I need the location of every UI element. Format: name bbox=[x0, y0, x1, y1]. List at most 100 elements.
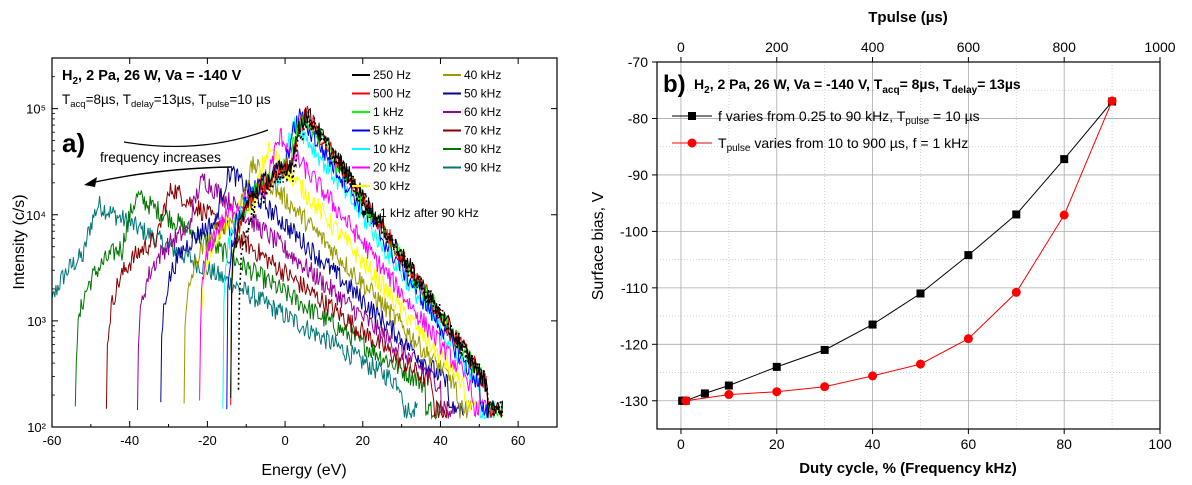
b-y-tick-label: -100 bbox=[620, 223, 648, 239]
b-x-tick-label: 20 bbox=[769, 436, 785, 452]
b-point-square bbox=[964, 251, 973, 260]
a-legend-dot bbox=[361, 210, 367, 216]
b-y-tick-label: -120 bbox=[620, 336, 648, 352]
a-annotation: frequency increases bbox=[100, 150, 221, 165]
b-y-tick-label: -110 bbox=[621, 280, 648, 296]
b-x-tick-label: 60 bbox=[961, 436, 977, 452]
b-y-tick-label: -130 bbox=[620, 393, 648, 409]
b-x2-tick-label: 1000 bbox=[1144, 39, 1175, 55]
b-point-circle bbox=[963, 334, 973, 344]
b-point-square bbox=[724, 381, 733, 390]
a-x-tick-label: 60 bbox=[511, 433, 525, 448]
b-x2-tick-label: 600 bbox=[957, 39, 981, 55]
chart-panel-b: 0 20 40 60 80 1000 200 400 600 800 1000-70-80-90-1… bbox=[590, 9, 1176, 477]
a-series-curve bbox=[183, 156, 472, 419]
b-point-circle bbox=[1107, 96, 1117, 106]
b-legend-red: Tpulse varies from 10 to 900 µs, f = 1 k… bbox=[718, 135, 968, 154]
a-series-curve bbox=[52, 195, 418, 419]
a-legend-entry: 1 kHz bbox=[373, 105, 404, 119]
a-plot-frame bbox=[51, 57, 558, 428]
b-point-square bbox=[1060, 155, 1069, 164]
a-panel-label: a) bbox=[62, 128, 85, 158]
b-y-axis-label: Surface bias, V bbox=[590, 191, 607, 300]
a-legend-entry: 250 Hz bbox=[373, 68, 411, 82]
a-y-tick-label: 10³ bbox=[27, 314, 46, 329]
a-series-curve bbox=[105, 182, 449, 419]
b-point-circle bbox=[1059, 210, 1069, 220]
a-annotation-arrows bbox=[84, 129, 269, 187]
a-title-line1: H2, 2 Pa, 26 W, Va = -140 V bbox=[62, 68, 242, 87]
b-x2-tick-label: 200 bbox=[765, 39, 789, 55]
a-legend-entry: 60 kHz bbox=[464, 105, 501, 119]
a-series-curve bbox=[230, 107, 504, 419]
b-x-axis-label: Duty cycle, % (Frequency kHz) bbox=[799, 460, 1017, 477]
a-series-curve bbox=[237, 109, 504, 418]
b-point-circle bbox=[868, 371, 878, 381]
a-legend-entry: 5 kHz bbox=[373, 124, 404, 138]
a-x-tick-label: 0 bbox=[281, 433, 288, 448]
b-x-tick-label: 80 bbox=[1056, 436, 1072, 452]
a-legend-entry: 70 kHz bbox=[464, 124, 501, 138]
b-x2-tick-label: 400 bbox=[861, 39, 885, 55]
a-legend-entry: 80 kHz bbox=[464, 142, 501, 156]
b-series-line bbox=[685, 100, 1113, 402]
b-x-tick-label: 0 bbox=[677, 436, 685, 452]
chart-panel-a: -60 -40 -20 0 20 40 60 10² 10³ 10⁴ 10⁵ H2, 2 Pa, 2… bbox=[11, 57, 558, 479]
a-y-tick-label: 10⁵ bbox=[26, 102, 46, 117]
b-x-tick-label: 40 bbox=[865, 436, 881, 452]
b-plot-frame bbox=[656, 61, 1161, 430]
b-x2-tick-label: 800 bbox=[1053, 39, 1077, 55]
a-y-axis-label: Intensity (c/s) bbox=[11, 194, 28, 289]
b-legend: f varies from 0.25 to 90 kHz, Tpulse = 1… bbox=[672, 108, 980, 154]
b-point-square bbox=[700, 389, 709, 398]
b-y-tick-label: -70 bbox=[628, 54, 648, 70]
a-legend-entry: 20 kHz bbox=[373, 161, 410, 175]
b-legend-black: f varies from 0.25 to 90 kHz, Tpulse = 1… bbox=[718, 108, 980, 127]
b-point-circle bbox=[724, 390, 734, 400]
a-legend-entry: 40 kHz bbox=[464, 68, 501, 82]
b-point-square bbox=[1012, 210, 1021, 219]
a-y-tick-label: 10² bbox=[27, 420, 46, 435]
b-point-circle bbox=[681, 396, 691, 406]
a-x-tick-label: -40 bbox=[120, 433, 139, 448]
b-point-circle bbox=[772, 387, 782, 397]
a-legend-entry: 10 kHz bbox=[373, 142, 410, 156]
a-title-line2: Tacq=8µs, Tdelay=13µs, Tpulse=10 µs bbox=[62, 92, 271, 110]
a-curves-group bbox=[52, 105, 504, 420]
b-point-square bbox=[868, 320, 877, 329]
b-point-circle bbox=[915, 359, 925, 369]
a-series-curve bbox=[222, 117, 496, 420]
a-axes: -60 -40 -20 0 20 40 60 10² 10³ 10⁴ 10⁵ bbox=[26, 57, 557, 448]
b-y-tick-label: -90 bbox=[628, 167, 648, 183]
a-x-tick-label: 40 bbox=[433, 433, 447, 448]
a-legend-entry: 30 kHz bbox=[373, 179, 410, 193]
b-panel-label: b) bbox=[663, 71, 686, 98]
b-point-square bbox=[916, 289, 925, 298]
b-point-square bbox=[772, 362, 781, 371]
b-x-tick-label: 100 bbox=[1148, 436, 1172, 452]
a-legend-entry: 500 Hz bbox=[373, 87, 411, 101]
b-point-square bbox=[820, 345, 829, 354]
b-x2-tick-label: 0 bbox=[677, 39, 685, 55]
a-spectrum-curves bbox=[52, 105, 504, 420]
b-point-circle bbox=[820, 382, 830, 392]
a-legend-entry: 50 kHz bbox=[464, 87, 501, 101]
b-axes: 0 20 40 60 80 1000 200 400 600 800 1000-70-80-90-1… bbox=[620, 39, 1176, 452]
a-y-tick-label: 10⁴ bbox=[26, 208, 46, 223]
a-legend-entry-extra: 1 kHz after 90 kHz bbox=[380, 206, 479, 220]
a-legend-entry: 90 kHz bbox=[464, 161, 501, 175]
b-y-tick-label: -80 bbox=[628, 110, 648, 126]
a-x-tick-label: -60 bbox=[43, 433, 62, 448]
a-series-curve bbox=[74, 190, 441, 420]
b-point-circle bbox=[1011, 287, 1021, 297]
a-x-axis-label: Energy (eV) bbox=[261, 462, 346, 479]
a-x-tick-label: 20 bbox=[356, 433, 370, 448]
b-series bbox=[678, 96, 1117, 406]
a-series-curve bbox=[160, 166, 465, 417]
a-x-tick-label: -20 bbox=[198, 433, 217, 448]
b-title: H2, 2 Pa, 26 W, Va = -140 V, Tacq= 8µs, … bbox=[694, 76, 1021, 96]
a-legend: 250 Hz 500 Hz 1 kHz 5 kHz 10 kHz 20 kHz 30 kHz… bbox=[352, 68, 501, 220]
a-series-curve bbox=[137, 173, 457, 419]
b-x2-axis-label: Tpulse (µs) bbox=[868, 9, 947, 26]
